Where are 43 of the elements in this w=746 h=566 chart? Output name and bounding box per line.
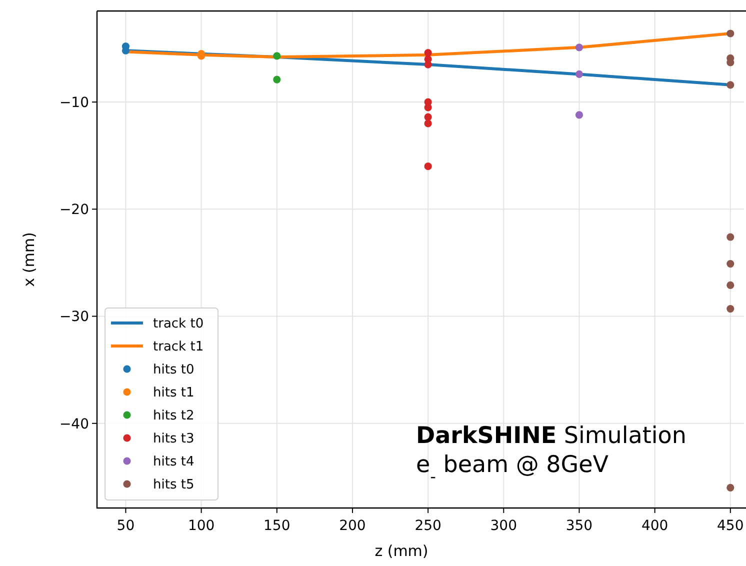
point: [726, 233, 734, 241]
x-tick-label: 400: [641, 518, 668, 534]
x-axis-title: z (mm): [374, 542, 428, 560]
y-tick-label: −20: [59, 202, 89, 218]
point: [726, 281, 734, 290]
annotation: DarkSHINE Simulation: [416, 423, 686, 449]
annotation: e$_{-}$ beam @ 8GeV: [416, 452, 609, 486]
point: [575, 44, 584, 52]
x-tick-label: 200: [339, 518, 366, 534]
point: [424, 48, 432, 57]
point: [575, 70, 584, 78]
legend-label: hits t2: [153, 408, 194, 424]
point: [726, 30, 734, 38]
point: [424, 162, 432, 170]
legend-label: hits t1: [153, 386, 194, 401]
x-tick-label: 300: [490, 518, 518, 534]
legend-label: track t0: [153, 316, 204, 332]
x-tick-label: 250: [414, 518, 442, 534]
point: [273, 76, 281, 84]
y-axis-title: x (mm): [20, 232, 38, 287]
legend-label: track t1: [153, 340, 204, 355]
x-tick-label: 100: [188, 518, 215, 534]
x-tick-label: 150: [264, 518, 290, 534]
point: [575, 111, 584, 119]
point: [726, 304, 734, 313]
x-tick-label: 350: [566, 518, 593, 534]
point: [726, 81, 734, 89]
y-tick-label: −40: [59, 416, 89, 432]
point: [726, 484, 734, 492]
y-tick-label: −10: [59, 94, 89, 111]
legend-label: hits t0: [153, 362, 194, 378]
point: [424, 113, 432, 121]
x-tick-label: 50: [116, 518, 135, 534]
point: [273, 52, 281, 60]
legend-label: hits t3: [153, 432, 194, 447]
x-tick-label: 450: [717, 518, 744, 534]
point: [424, 60, 432, 68]
point: [424, 104, 432, 112]
point: [424, 120, 432, 128]
legend-label: hits t4: [153, 454, 194, 470]
y-tick-label: −30: [59, 309, 89, 326]
point: [726, 260, 734, 268]
legend-label: hits t5: [153, 478, 194, 493]
